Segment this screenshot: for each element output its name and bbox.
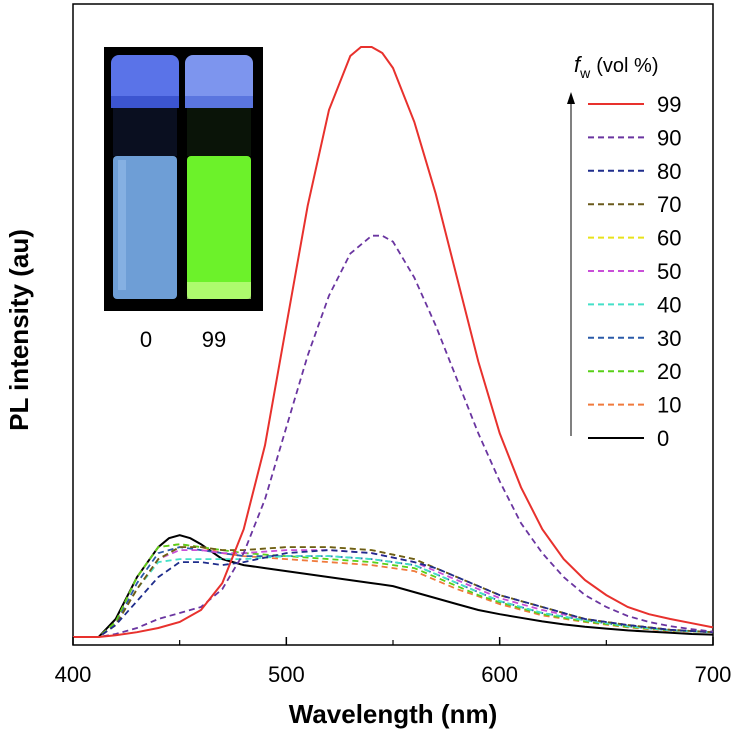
legend: fw (vol %) 99 90 80 70 60 50 40 30 20 10 0 — [567, 52, 681, 451]
legend-label-50: 50 — [657, 259, 681, 284]
x-tick-label-600: 600 — [481, 662, 518, 687]
left-vial-highlight — [118, 160, 126, 290]
legend-label-30: 30 — [657, 326, 681, 351]
left-vial-solution — [113, 156, 177, 299]
legend-arrow-head — [567, 92, 575, 104]
y-axis-title: PL intensity (au) — [4, 229, 34, 431]
inset-photo: 0 99 — [104, 47, 263, 352]
legend-label-99: 99 — [657, 92, 681, 117]
right-vial-solution — [187, 156, 251, 299]
legend-title: fw (vol %) — [574, 52, 658, 81]
x-tick-label-500: 500 — [268, 662, 305, 687]
right-vial-neck — [187, 108, 251, 156]
series-line-80 — [73, 549, 714, 638]
inset-label-0: 0 — [140, 327, 152, 352]
series-line-0 — [73, 534, 714, 638]
left-vial-cap-band — [111, 96, 179, 108]
x-axis-title: Wavelength (nm) — [289, 699, 497, 729]
right-vial-cap — [185, 55, 253, 105]
legend-title-symbol: f — [574, 52, 583, 77]
legend-label-10: 10 — [657, 393, 681, 418]
right-vial-glow — [187, 282, 251, 299]
x-axis-ticks: 400 500 600 700 — [55, 637, 732, 687]
legend-label-20: 20 — [657, 359, 681, 384]
legend-label-0: 0 — [657, 426, 669, 451]
series-line-20 — [73, 543, 714, 638]
series-line-90 — [73, 234, 714, 638]
left-vial-neck — [113, 108, 177, 156]
series-line-50 — [73, 549, 714, 638]
legend-title-text: (vol %) — [596, 55, 658, 77]
left-vial-cap — [111, 55, 179, 105]
legend-label-60: 60 — [657, 226, 681, 251]
inset-label-99: 99 — [202, 327, 226, 352]
right-vial-cap-band — [185, 96, 253, 108]
x-tick-label-400: 400 — [55, 662, 92, 687]
x-tick-label-700: 700 — [695, 662, 732, 687]
legend-label-90: 90 — [657, 125, 681, 150]
series-layer — [73, 46, 714, 638]
series-line-99 — [73, 46, 714, 638]
legend-title-subscript: w — [579, 65, 591, 81]
legend-label-80: 80 — [657, 159, 681, 184]
legend-label-70: 70 — [657, 192, 681, 217]
legend-items: 99 90 80 70 60 50 40 30 20 10 0 — [588, 92, 681, 451]
legend-label-40: 40 — [657, 292, 681, 317]
